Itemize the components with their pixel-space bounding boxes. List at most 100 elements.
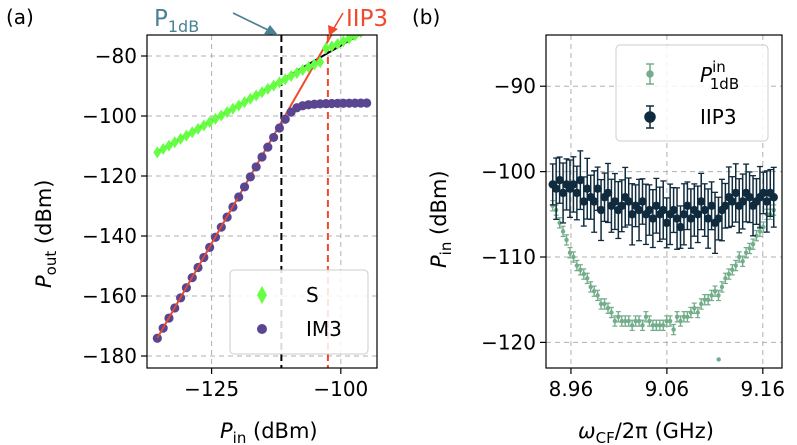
p1db-in-point: [761, 224, 766, 230]
s-point: [252, 89, 261, 102]
p1db-in-point: [692, 306, 697, 311]
p1db-in-point: [667, 318, 673, 324]
iip3-point: [603, 188, 613, 198]
iip3-point: [638, 197, 647, 206]
s-point: [345, 35, 354, 45]
panel-b-series: [548, 150, 778, 362]
p1db-in-point: [557, 220, 562, 226]
s-point: [228, 102, 237, 115]
p1db-in-point: [740, 259, 745, 264]
p1db-in-point: [674, 314, 680, 319]
legend-iip3-marker: [644, 105, 656, 129]
panel-a-legend-box: [229, 269, 369, 355]
panel-a-legend: S IM3: [229, 269, 369, 355]
iip3-point: [551, 184, 561, 193]
panel-a-series: [152, 35, 372, 368]
panel-a-ytick-label: −140: [82, 224, 137, 248]
iip3-point: [769, 193, 778, 202]
iip3-point: [589, 197, 599, 206]
iip3-point: [596, 205, 606, 215]
panel-b-legend: Pin 1dB IIP3: [615, 44, 769, 142]
iip3-point: [731, 188, 740, 198]
iip3-point: [624, 197, 633, 206]
p1db-in-point: [595, 293, 600, 298]
iip3-point: [672, 214, 682, 223]
p1db-in-point: [623, 318, 628, 324]
iip3-point: [593, 184, 602, 193]
s-point: [182, 129, 191, 142]
p1db-in-point: [588, 284, 593, 290]
im3-point: [280, 114, 290, 124]
s-point: [234, 99, 243, 112]
p1db-in-point: [709, 293, 714, 298]
iip3-point: [617, 201, 626, 210]
im3-point: [274, 123, 285, 133]
panel-b-ytick-label: −110: [481, 245, 536, 269]
p1db-in-point: [629, 323, 635, 328]
p1db-arrowhead: [264, 25, 278, 35]
iip3-point: [676, 222, 685, 232]
p1db-in-point: [591, 288, 597, 294]
im3-point: [257, 152, 267, 162]
p1db-in-point: [737, 254, 742, 260]
panel-a-ytick-label: −160: [82, 284, 137, 308]
im3-point: [239, 182, 250, 192]
im3-fit-line-overlay: [156, 198, 239, 339]
im3-point: [269, 132, 279, 143]
iip3-point: [697, 197, 706, 206]
im3-point: [251, 162, 261, 172]
p1db-in-point: [743, 250, 749, 255]
p1db-in-point: [723, 276, 728, 281]
panel-b-ytick-label: −100: [481, 160, 536, 184]
s-point: [321, 42, 330, 55]
p1db-in-point: [585, 276, 590, 281]
p1db-in-point: [685, 314, 690, 319]
s-point: [176, 132, 185, 145]
s-point: [240, 96, 249, 109]
s-point: [164, 139, 173, 152]
p1db-in-point: [616, 314, 621, 319]
p1db-in-point: [702, 297, 707, 302]
im3-point: [152, 333, 162, 343]
p1db-in-point: [574, 263, 580, 268]
legend-p1db-in-marker: [646, 63, 654, 85]
iip3-point: [714, 214, 723, 223]
p1db-in-point: [567, 250, 573, 255]
p1db-in-point: [730, 267, 735, 273]
p1db-in-point: [726, 271, 732, 277]
p1db-in-point: [560, 229, 566, 234]
p1db-in-point: [750, 241, 756, 247]
iip3-point: [679, 210, 689, 219]
iip3-point: [634, 205, 644, 215]
panel-b-ytick-label: −120: [481, 330, 536, 354]
iip3-point: [662, 218, 671, 228]
s-point: [351, 35, 360, 42]
s-point: [217, 109, 226, 122]
iip3-point: [693, 210, 702, 219]
im3-point: [234, 192, 244, 202]
legend-s-label: S: [306, 283, 319, 307]
legend-p1db-in-label: Pin 1dB: [700, 58, 739, 93]
p1db-in-point: [681, 314, 687, 319]
panel-b-plot: 8.96 9.06 9.16 −90 −100 −110 −120 ωCF/2π (GHz)…: [427, 34, 785, 445]
p1db-in-point: [633, 318, 638, 324]
s-point: [211, 112, 220, 125]
s-point: [170, 136, 179, 149]
p1db-in-point: [626, 318, 631, 324]
iip3-point: [762, 197, 772, 206]
iip3-point: [583, 184, 592, 193]
p1db-in-point: [605, 306, 611, 311]
p1db-in-point: [716, 357, 721, 362]
p1db-in-point: [657, 323, 662, 328]
panel-b-ylabel: Pin (dBm): [427, 170, 455, 268]
legend-iip3-label: IIP3: [700, 105, 737, 129]
iip3-point: [686, 214, 696, 223]
iip3-point: [558, 188, 568, 198]
p1db-in-point: [699, 301, 704, 307]
s-point: [258, 86, 266, 99]
panel-a-ticks: −125 −100 −80 −100 −120 −140 −160 −180: [82, 44, 368, 401]
p1db-in-point: [757, 229, 763, 234]
p1db-in-point: [712, 288, 718, 294]
p1db-in-point: [643, 314, 649, 319]
